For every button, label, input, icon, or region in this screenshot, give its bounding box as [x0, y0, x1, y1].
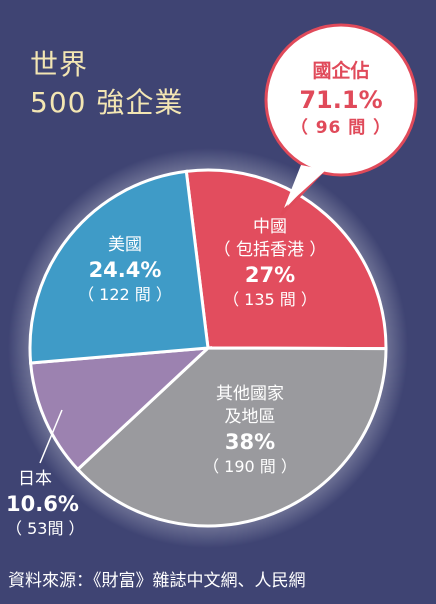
pie-slice-japan — [29, 346, 213, 472]
callout-line-3: （ 96 間 ） — [290, 118, 392, 138]
label-china-percent: 27% — [244, 263, 296, 287]
label-other-percent: 38% — [224, 430, 276, 454]
callout-line-2: 71.1% — [299, 86, 383, 114]
label-usa-percent: 24.4% — [88, 258, 162, 282]
label-japan-percent: 10.6% — [6, 492, 79, 516]
callout-bubble — [264, 23, 418, 216]
label-other: 其他國家 及地區 38% （ 190 間 ） — [185, 383, 315, 478]
callout-text: 國企佔 71.1% （ 96 間 ） — [282, 58, 400, 140]
label-other-count: （ 190 間 ） — [203, 457, 297, 476]
label-japan-name: 日本 — [18, 469, 52, 489]
label-china: 中國 （ 包括香港 ） 27% （ 135 間 ） — [205, 216, 335, 311]
callout-line-1: 國企佔 — [312, 60, 370, 82]
title-line-2: 500 強企業 — [30, 86, 184, 119]
japan-leader-line — [39, 409, 63, 464]
title-line-1: 世界 — [30, 48, 89, 81]
label-usa-name: 美國 — [108, 235, 142, 255]
label-usa-count: （ 122 間 ） — [78, 285, 172, 304]
pie-slice-china — [184, 168, 388, 351]
label-japan: 日本 10.6% （ 53間 ） — [6, 468, 85, 540]
chart-title: 世界 500 強企業 — [30, 46, 183, 122]
label-china-name-2: （ 包括香港 ） — [213, 240, 327, 260]
pie-slice-usa — [28, 169, 210, 365]
label-china-count: （ 135 間 ） — [223, 290, 317, 309]
label-other-name-1: 其他國家 — [216, 384, 284, 404]
label-china-name-1: 中國 — [253, 217, 287, 237]
source-note: 資料來源：《財富》雜誌中文網、人民網 — [8, 571, 306, 591]
label-other-name-2: 及地區 — [224, 407, 276, 427]
pie-slice-other — [75, 346, 388, 528]
label-usa: 美國 24.4% （ 122 間 ） — [70, 234, 180, 306]
label-japan-count: （ 53間 ） — [6, 519, 85, 538]
